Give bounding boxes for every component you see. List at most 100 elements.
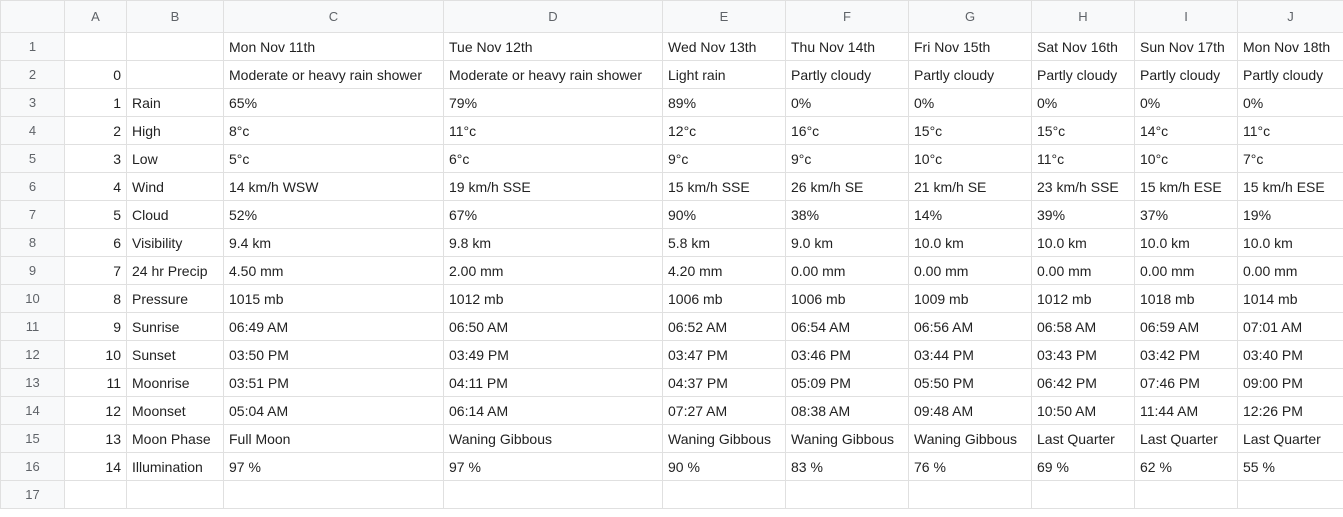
- cell-c1[interactable]: Mon Nov 11th: [223, 32, 444, 61]
- cell-i14[interactable]: 11:44 AM: [1134, 396, 1238, 425]
- cell-d6[interactable]: 19 km/h SSE: [443, 172, 663, 201]
- column-header-h[interactable]: H: [1031, 0, 1135, 33]
- cell-b1[interactable]: [126, 32, 224, 61]
- cell-c17[interactable]: [223, 480, 444, 509]
- cell-f16[interactable]: 83 %: [785, 452, 909, 481]
- cell-j1[interactable]: Mon Nov 18th: [1237, 32, 1343, 61]
- row-header[interactable]: 4: [0, 116, 65, 145]
- cell-d8[interactable]: 9.8 km: [443, 228, 663, 257]
- cell-e12[interactable]: 03:47 PM: [662, 340, 786, 369]
- cell-j12[interactable]: 03:40 PM: [1237, 340, 1343, 369]
- cell-d12[interactable]: 03:49 PM: [443, 340, 663, 369]
- cell-e1[interactable]: Wed Nov 13th: [662, 32, 786, 61]
- row-header[interactable]: 12: [0, 340, 65, 369]
- cell-a13[interactable]: 11: [64, 368, 127, 397]
- cell-h17[interactable]: [1031, 480, 1135, 509]
- cell-f8[interactable]: 9.0 km: [785, 228, 909, 257]
- cell-i1[interactable]: Sun Nov 17th: [1134, 32, 1238, 61]
- cell-b3[interactable]: Rain: [126, 88, 224, 117]
- cell-d17[interactable]: [443, 480, 663, 509]
- cell-j3[interactable]: 0%: [1237, 88, 1343, 117]
- cell-a8[interactable]: 6: [64, 228, 127, 257]
- row-header[interactable]: 5: [0, 144, 65, 173]
- row-header[interactable]: 2: [0, 60, 65, 89]
- cell-c9[interactable]: 4.50 mm: [223, 256, 444, 285]
- cell-a7[interactable]: 5: [64, 200, 127, 229]
- cell-c14[interactable]: 05:04 AM: [223, 396, 444, 425]
- cell-h4[interactable]: 15°c: [1031, 116, 1135, 145]
- cell-f9[interactable]: 0.00 mm: [785, 256, 909, 285]
- cell-a15[interactable]: 13: [64, 424, 127, 453]
- cell-b6[interactable]: Wind: [126, 172, 224, 201]
- cell-i13[interactable]: 07:46 PM: [1134, 368, 1238, 397]
- cell-f14[interactable]: 08:38 AM: [785, 396, 909, 425]
- cell-a17[interactable]: [64, 480, 127, 509]
- cell-b16[interactable]: Illumination: [126, 452, 224, 481]
- cell-g8[interactable]: 10.0 km: [908, 228, 1032, 257]
- column-header-c[interactable]: C: [223, 0, 444, 33]
- cell-a2[interactable]: 0: [64, 60, 127, 89]
- cell-f3[interactable]: 0%: [785, 88, 909, 117]
- cell-d10[interactable]: 1012 mb: [443, 284, 663, 313]
- cell-e6[interactable]: 15 km/h SSE: [662, 172, 786, 201]
- row-header[interactable]: 9: [0, 256, 65, 285]
- cell-f2[interactable]: Partly cloudy: [785, 60, 909, 89]
- cell-c10[interactable]: 1015 mb: [223, 284, 444, 313]
- cell-e3[interactable]: 89%: [662, 88, 786, 117]
- cell-h2[interactable]: Partly cloudy: [1031, 60, 1135, 89]
- cell-a1[interactable]: [64, 32, 127, 61]
- row-header[interactable]: 3: [0, 88, 65, 117]
- cell-i15[interactable]: Last Quarter: [1134, 424, 1238, 453]
- cell-a10[interactable]: 8: [64, 284, 127, 313]
- cell-g6[interactable]: 21 km/h SE: [908, 172, 1032, 201]
- cell-g4[interactable]: 15°c: [908, 116, 1032, 145]
- cell-e2[interactable]: Light rain: [662, 60, 786, 89]
- column-header-d[interactable]: D: [443, 0, 663, 33]
- column-header-i[interactable]: I: [1134, 0, 1238, 33]
- cell-h8[interactable]: 10.0 km: [1031, 228, 1135, 257]
- cell-f11[interactable]: 06:54 AM: [785, 312, 909, 341]
- cell-c12[interactable]: 03:50 PM: [223, 340, 444, 369]
- column-header-j[interactable]: J: [1237, 0, 1343, 33]
- cell-g17[interactable]: [908, 480, 1032, 509]
- cell-f15[interactable]: Waning Gibbous: [785, 424, 909, 453]
- cell-a11[interactable]: 9: [64, 312, 127, 341]
- cell-j11[interactable]: 07:01 AM: [1237, 312, 1343, 341]
- cell-g14[interactable]: 09:48 AM: [908, 396, 1032, 425]
- cell-j8[interactable]: 10.0 km: [1237, 228, 1343, 257]
- cell-c2[interactable]: Moderate or heavy rain shower: [223, 60, 444, 89]
- cell-g2[interactable]: Partly cloudy: [908, 60, 1032, 89]
- cell-h6[interactable]: 23 km/h SSE: [1031, 172, 1135, 201]
- cell-j17[interactable]: [1237, 480, 1343, 509]
- cell-i4[interactable]: 14°c: [1134, 116, 1238, 145]
- cell-i5[interactable]: 10°c: [1134, 144, 1238, 173]
- cell-d16[interactable]: 97 %: [443, 452, 663, 481]
- cell-h7[interactable]: 39%: [1031, 200, 1135, 229]
- cell-d1[interactable]: Tue Nov 12th: [443, 32, 663, 61]
- cell-b14[interactable]: Moonset: [126, 396, 224, 425]
- cell-i11[interactable]: 06:59 AM: [1134, 312, 1238, 341]
- column-header-e[interactable]: E: [662, 0, 786, 33]
- cell-g5[interactable]: 10°c: [908, 144, 1032, 173]
- cell-f12[interactable]: 03:46 PM: [785, 340, 909, 369]
- cell-b8[interactable]: Visibility: [126, 228, 224, 257]
- cell-j10[interactable]: 1014 mb: [1237, 284, 1343, 313]
- row-header[interactable]: 7: [0, 200, 65, 229]
- cell-h11[interactable]: 06:58 AM: [1031, 312, 1135, 341]
- cell-h5[interactable]: 11°c: [1031, 144, 1135, 173]
- cell-d13[interactable]: 04:11 PM: [443, 368, 663, 397]
- cell-e9[interactable]: 4.20 mm: [662, 256, 786, 285]
- cell-b11[interactable]: Sunrise: [126, 312, 224, 341]
- cell-a5[interactable]: 3: [64, 144, 127, 173]
- cell-a9[interactable]: 7: [64, 256, 127, 285]
- cell-h10[interactable]: 1012 mb: [1031, 284, 1135, 313]
- cell-b7[interactable]: Cloud: [126, 200, 224, 229]
- cell-c7[interactable]: 52%: [223, 200, 444, 229]
- cell-d11[interactable]: 06:50 AM: [443, 312, 663, 341]
- cell-f1[interactable]: Thu Nov 14th: [785, 32, 909, 61]
- row-header[interactable]: 14: [0, 396, 65, 425]
- cell-c8[interactable]: 9.4 km: [223, 228, 444, 257]
- cell-a6[interactable]: 4: [64, 172, 127, 201]
- cell-h14[interactable]: 10:50 AM: [1031, 396, 1135, 425]
- column-header-b[interactable]: B: [126, 0, 224, 33]
